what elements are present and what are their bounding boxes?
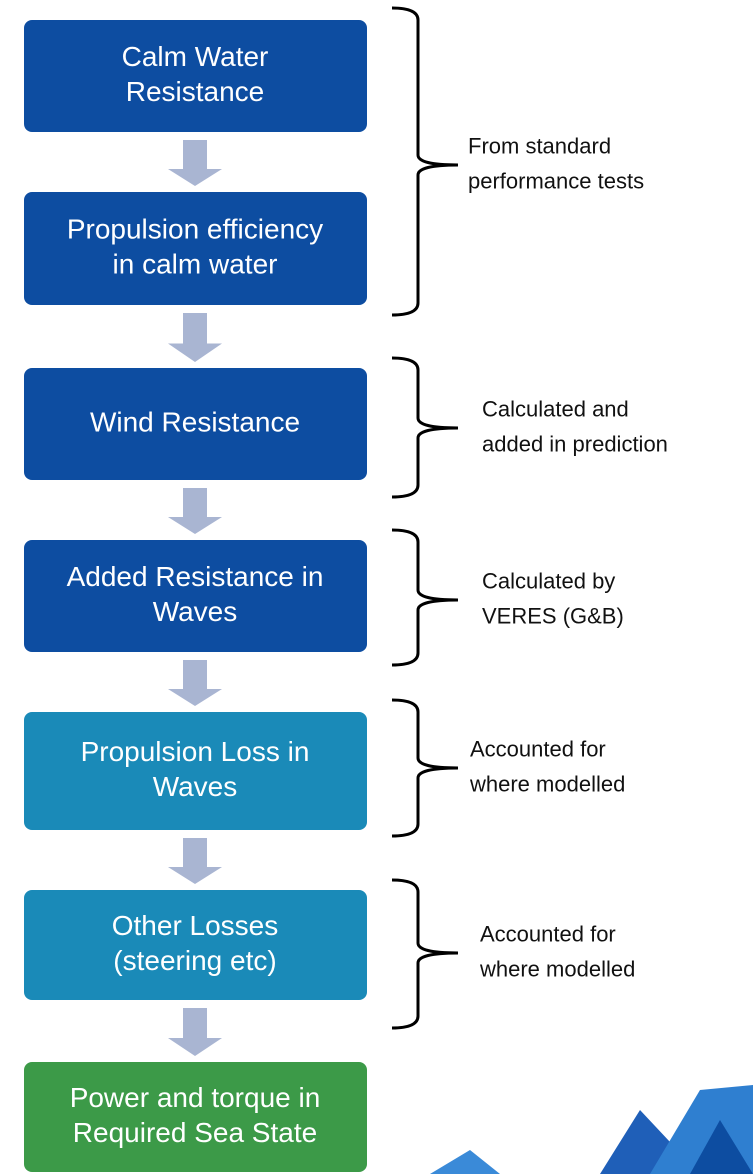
arrow	[168, 313, 222, 362]
step-label: (steering etc)	[113, 945, 276, 976]
arrow	[168, 140, 222, 186]
step-label: Wind Resistance	[90, 406, 300, 437]
note-label: added in prediction	[482, 431, 668, 456]
arrow	[168, 838, 222, 884]
step-label: Resistance	[126, 76, 265, 107]
step-label: Waves	[153, 596, 238, 627]
step-label: Propulsion efficiency	[67, 213, 323, 244]
note-label: Accounted for	[470, 736, 606, 761]
arrow	[168, 1008, 222, 1056]
step-box	[24, 890, 367, 1000]
step-label: Other Losses	[112, 910, 279, 941]
step-label: Calm Water	[122, 41, 269, 72]
note-label: VERES (G&B)	[482, 603, 624, 628]
note-label: Calculated and	[482, 396, 629, 421]
bracket	[391, 878, 459, 1030]
arrow	[168, 488, 222, 534]
bracket	[391, 6, 459, 317]
step-label: in calm water	[113, 248, 278, 279]
note-label: Calculated by	[482, 568, 615, 593]
step-box	[24, 192, 367, 305]
step-box	[24, 1062, 367, 1172]
step-label: Power and torque in	[70, 1082, 321, 1113]
step-label: Propulsion Loss in	[81, 736, 310, 767]
note-label: where modelled	[469, 771, 625, 796]
bracket	[391, 356, 459, 499]
step-label: Required Sea State	[73, 1117, 317, 1148]
note-label: From standard	[468, 133, 611, 158]
bracket	[391, 528, 459, 667]
bracket	[391, 698, 459, 838]
decoration	[430, 1085, 753, 1174]
step-box	[24, 540, 367, 652]
note-label: where modelled	[479, 956, 635, 981]
step-box	[24, 20, 367, 132]
step-label: Added Resistance in	[67, 561, 324, 592]
step-box	[24, 712, 367, 830]
note-label: Accounted for	[480, 921, 616, 946]
note-label: performance tests	[468, 168, 644, 193]
step-label: Waves	[153, 771, 238, 802]
arrow	[168, 660, 222, 706]
step-box	[24, 368, 367, 480]
